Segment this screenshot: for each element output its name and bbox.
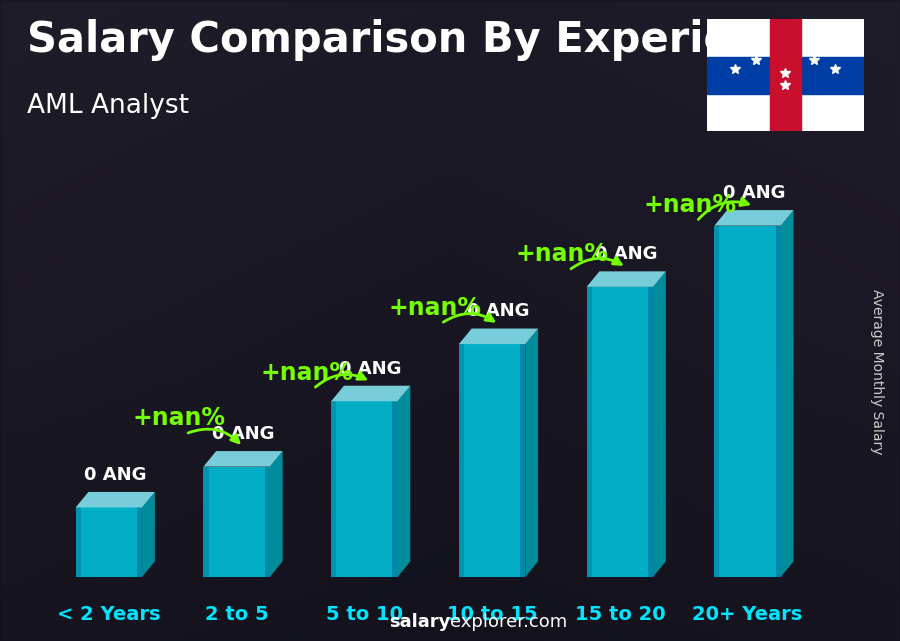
Polygon shape <box>587 287 653 577</box>
Polygon shape <box>398 386 410 577</box>
Text: +nan%: +nan% <box>260 361 354 385</box>
Polygon shape <box>459 344 526 577</box>
Text: +nan%: +nan% <box>388 296 482 320</box>
Polygon shape <box>137 508 142 577</box>
Text: 0 ANG: 0 ANG <box>339 360 402 378</box>
Text: 0 ANG: 0 ANG <box>467 303 530 320</box>
Text: salary: salary <box>389 613 450 631</box>
Polygon shape <box>142 492 155 577</box>
Text: 0 ANG: 0 ANG <box>84 466 147 484</box>
Polygon shape <box>203 467 209 577</box>
Polygon shape <box>331 401 337 577</box>
Polygon shape <box>648 287 653 577</box>
Polygon shape <box>781 210 794 577</box>
Polygon shape <box>776 226 781 577</box>
Polygon shape <box>459 344 464 577</box>
Polygon shape <box>526 329 538 577</box>
Polygon shape <box>587 271 666 287</box>
Polygon shape <box>459 329 538 344</box>
Polygon shape <box>715 226 719 577</box>
Text: 2 to 5: 2 to 5 <box>205 606 268 624</box>
Text: 15 to 20: 15 to 20 <box>574 606 665 624</box>
Text: 20+ Years: 20+ Years <box>692 606 803 624</box>
Text: 10 to 15: 10 to 15 <box>446 606 537 624</box>
Polygon shape <box>331 386 410 401</box>
Polygon shape <box>587 287 591 577</box>
Polygon shape <box>76 508 142 577</box>
Text: < 2 Years: < 2 Years <box>57 606 160 624</box>
Text: 0 ANG: 0 ANG <box>212 425 274 443</box>
Text: +nan%: +nan% <box>644 194 736 217</box>
Polygon shape <box>203 451 283 467</box>
Polygon shape <box>392 401 398 577</box>
Polygon shape <box>265 467 270 577</box>
Polygon shape <box>653 271 666 577</box>
Bar <box>706 57 864 94</box>
Text: AML Analyst: AML Analyst <box>27 93 189 119</box>
Text: 5 to 10: 5 to 10 <box>326 606 403 624</box>
Polygon shape <box>203 467 270 577</box>
Bar <box>770 19 801 131</box>
Text: Average Monthly Salary: Average Monthly Salary <box>870 289 885 454</box>
Polygon shape <box>331 401 398 577</box>
Polygon shape <box>76 508 81 577</box>
Polygon shape <box>715 210 794 226</box>
Polygon shape <box>270 451 283 577</box>
Text: +nan%: +nan% <box>132 406 226 430</box>
Text: 0 ANG: 0 ANG <box>723 184 785 202</box>
Polygon shape <box>520 344 526 577</box>
Text: explorer.com: explorer.com <box>450 613 567 631</box>
Polygon shape <box>76 492 155 508</box>
Text: 0 ANG: 0 ANG <box>595 246 658 263</box>
Text: +nan%: +nan% <box>516 242 609 267</box>
Text: Salary Comparison By Experience: Salary Comparison By Experience <box>27 19 814 62</box>
Polygon shape <box>715 226 781 577</box>
